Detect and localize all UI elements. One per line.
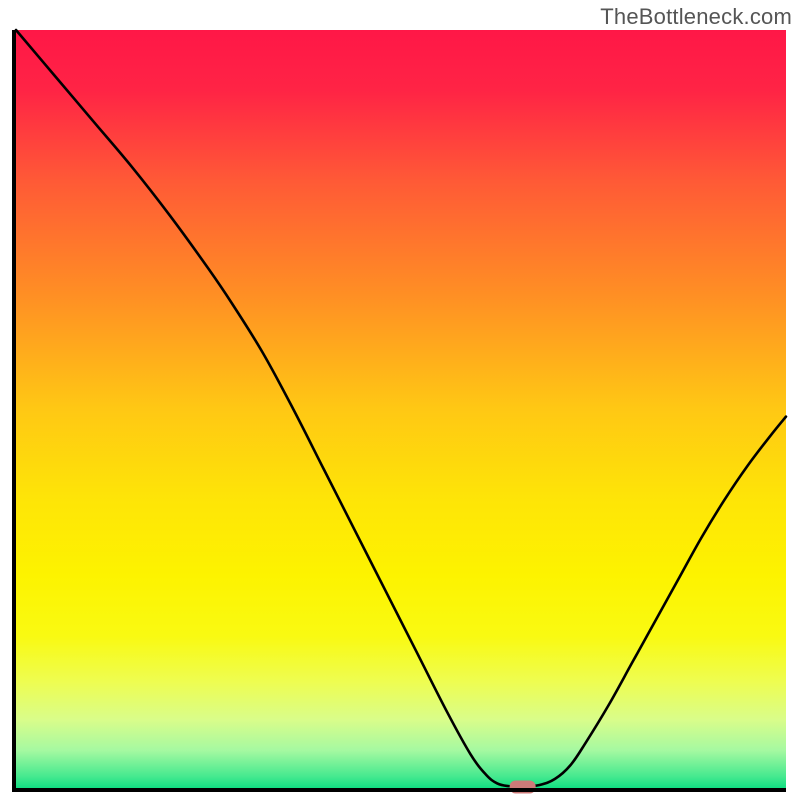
plot-background (16, 30, 786, 788)
chart-stage: TheBottleneck.com (0, 0, 800, 800)
watermark-text: TheBottleneck.com (600, 4, 792, 30)
bottleneck-chart (0, 0, 800, 800)
